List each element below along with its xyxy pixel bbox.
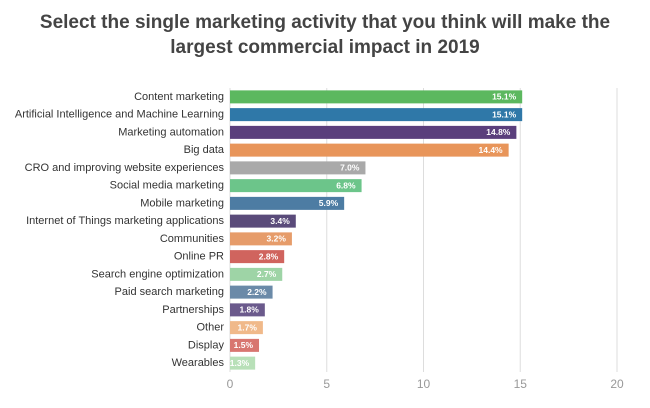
bar bbox=[230, 356, 256, 370]
value-label: 1.3% bbox=[230, 358, 250, 368]
bar bbox=[230, 108, 523, 122]
bar bbox=[230, 161, 366, 175]
y-tick-label: Display bbox=[188, 339, 225, 351]
value-label: 14.4% bbox=[479, 145, 504, 155]
bar bbox=[230, 338, 260, 352]
bar bbox=[230, 321, 263, 335]
value-label: 2.7% bbox=[257, 269, 277, 279]
y-tick-label: Social media marketing bbox=[110, 180, 224, 192]
value-label: 2.2% bbox=[247, 287, 267, 297]
value-label: 3.2% bbox=[267, 234, 287, 244]
bar bbox=[230, 214, 296, 228]
y-tick-label: Internet of Things marketing application… bbox=[26, 215, 224, 227]
bar bbox=[230, 267, 283, 281]
y-tick-label: Online PR bbox=[174, 251, 224, 263]
chart-title: Select the single marketing activity tha… bbox=[39, 12, 611, 58]
y-tick-label: Paid search marketing bbox=[115, 286, 224, 298]
y-tick-label: Big data bbox=[184, 144, 225, 156]
value-label: 14.8% bbox=[486, 127, 511, 137]
value-label: 15.1% bbox=[492, 92, 517, 102]
y-tick-label: CRO and improving website experiences bbox=[25, 162, 225, 174]
value-label: 5.9% bbox=[319, 198, 339, 208]
bar bbox=[230, 90, 523, 104]
x-tick-label: 15 bbox=[514, 377, 528, 391]
x-tick-label: 5 bbox=[323, 377, 330, 391]
bar bbox=[230, 196, 345, 210]
y-tick-label: Marketing automation bbox=[118, 126, 224, 138]
bar bbox=[230, 179, 362, 193]
y-tick-label: Content marketing bbox=[134, 91, 224, 103]
bar bbox=[230, 303, 265, 317]
y-tick-label: Communities bbox=[160, 233, 225, 245]
value-label: 1.7% bbox=[238, 322, 258, 332]
bar bbox=[230, 250, 285, 264]
bar bbox=[230, 143, 509, 157]
x-tick-label: 0 bbox=[227, 377, 234, 391]
y-tick-label: Partnerships bbox=[162, 304, 224, 316]
bar bbox=[230, 125, 517, 139]
y-tick-label: Artificial Intelligence and Machine Lear… bbox=[15, 109, 224, 121]
value-label: 3.4% bbox=[270, 216, 290, 226]
value-label: 2.8% bbox=[259, 251, 279, 261]
x-tick-label: 20 bbox=[610, 377, 624, 391]
value-label: 7.0% bbox=[340, 163, 360, 173]
bar bbox=[230, 285, 273, 299]
x-tick-label: 10 bbox=[417, 377, 431, 391]
bar bbox=[230, 232, 292, 246]
y-tick-label: Other bbox=[196, 322, 224, 334]
value-label: 1.8% bbox=[239, 305, 259, 315]
y-tick-label: Search engine optimization bbox=[91, 268, 224, 280]
y-tick-label: Wearables bbox=[172, 357, 225, 369]
value-label: 15.1% bbox=[492, 109, 517, 119]
y-tick-label: Mobile marketing bbox=[140, 197, 224, 209]
value-label: 1.5% bbox=[234, 340, 254, 350]
value-label: 6.8% bbox=[336, 180, 356, 190]
